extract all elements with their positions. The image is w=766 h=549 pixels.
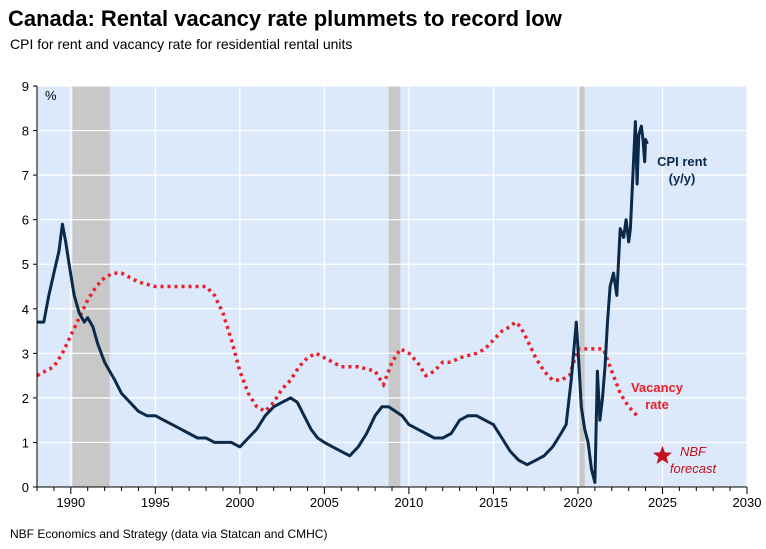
x-tick-label: 2000 — [225, 495, 254, 510]
chart-title: Canada: Rental vacancy rate plummets to … — [8, 6, 562, 31]
y-tick-label: 0 — [22, 480, 29, 495]
vacancy-rate-line — [36, 271, 639, 417]
y-tick-label: 8 — [22, 124, 29, 139]
y-tick-label: 2 — [22, 391, 29, 406]
y-tick-label: 1 — [22, 435, 29, 450]
source-note: NBF Economics and Strategy (data via Sta… — [10, 527, 328, 541]
forecast-star-icon — [653, 445, 672, 464]
x-tick-label: 2010 — [394, 495, 423, 510]
axes: 0 1 2 3 4 5 6 7 8 9 1990 1995 2000 2005 2010 2015 2020 20… — [22, 79, 762, 510]
recession-band — [72, 86, 110, 487]
vacancy-rate-label: Vacancy rate — [631, 380, 684, 412]
x-tick-label: 1995 — [141, 495, 170, 510]
chart-subtitle: CPI for rent and vacancy rate for reside… — [10, 36, 353, 52]
x-tick-label: 2020 — [563, 495, 592, 510]
y-tick-label: 3 — [22, 346, 29, 361]
x-tick-label: 2015 — [479, 495, 508, 510]
labels: CPI rent (y/y) Vacancy rate NBF forecast — [631, 154, 718, 476]
y-tick-label: 4 — [22, 302, 29, 317]
series-layer — [36, 120, 649, 484]
x-tick-label: 2030 — [733, 495, 762, 510]
y-tick-label: 6 — [22, 213, 29, 228]
x-tick-label: 2025 — [648, 495, 677, 510]
y-axis-unit-label: % — [45, 88, 57, 103]
x-tick-label: 2005 — [310, 495, 339, 510]
recession-band — [579, 86, 585, 487]
y-tick-label: 9 — [22, 79, 29, 94]
y-tick-label: 5 — [22, 257, 29, 272]
recession-band — [388, 86, 401, 487]
y-tick-label: 7 — [22, 168, 29, 183]
cpi-rent-label: CPI rent (y/y) — [657, 154, 708, 186]
recession-bands — [72, 86, 585, 487]
x-tick-label: 1990 — [56, 495, 85, 510]
cpi-rent-line — [37, 120, 649, 484]
forecast-label: NBF forecast — [670, 444, 718, 476]
